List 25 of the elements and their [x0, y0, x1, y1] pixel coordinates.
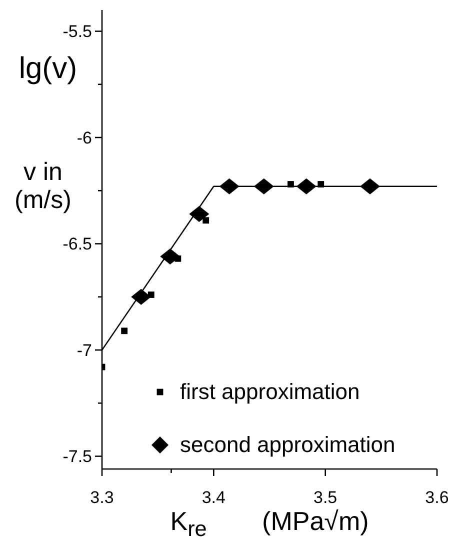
- legend-label: second approximation: [180, 432, 396, 458]
- point: [202, 217, 210, 224]
- point: [360, 178, 380, 194]
- y-axis-title: lg(v): [18, 52, 78, 86]
- text: K$_{re}$ (MPa√m): [170, 506, 369, 540]
- point: [131, 288, 152, 305]
- point: [288, 181, 294, 188]
- y-tick-label: -5.5: [62, 22, 92, 42]
- point: [318, 181, 324, 188]
- y-tick-label: -7: [76, 340, 92, 360]
- x-tick-label: 3.6: [425, 488, 449, 507]
- y-tick-label: -6.5: [62, 234, 92, 254]
- x-tick-label: 3.5: [314, 488, 338, 507]
- point: [189, 206, 210, 222]
- legend-label: first approximation: [180, 379, 360, 405]
- y-tick-label: -7.5: [62, 447, 92, 466]
- point: [296, 178, 316, 194]
- text: v in (m/s): [14, 158, 72, 214]
- x-tick-label: 3.3: [90, 488, 114, 507]
- point: [160, 248, 180, 264]
- x-tick-label: 3.4: [202, 488, 226, 507]
- point: [219, 178, 240, 194]
- point: [121, 328, 128, 334]
- point: [254, 178, 274, 194]
- y-tick-label: -6: [76, 128, 92, 148]
